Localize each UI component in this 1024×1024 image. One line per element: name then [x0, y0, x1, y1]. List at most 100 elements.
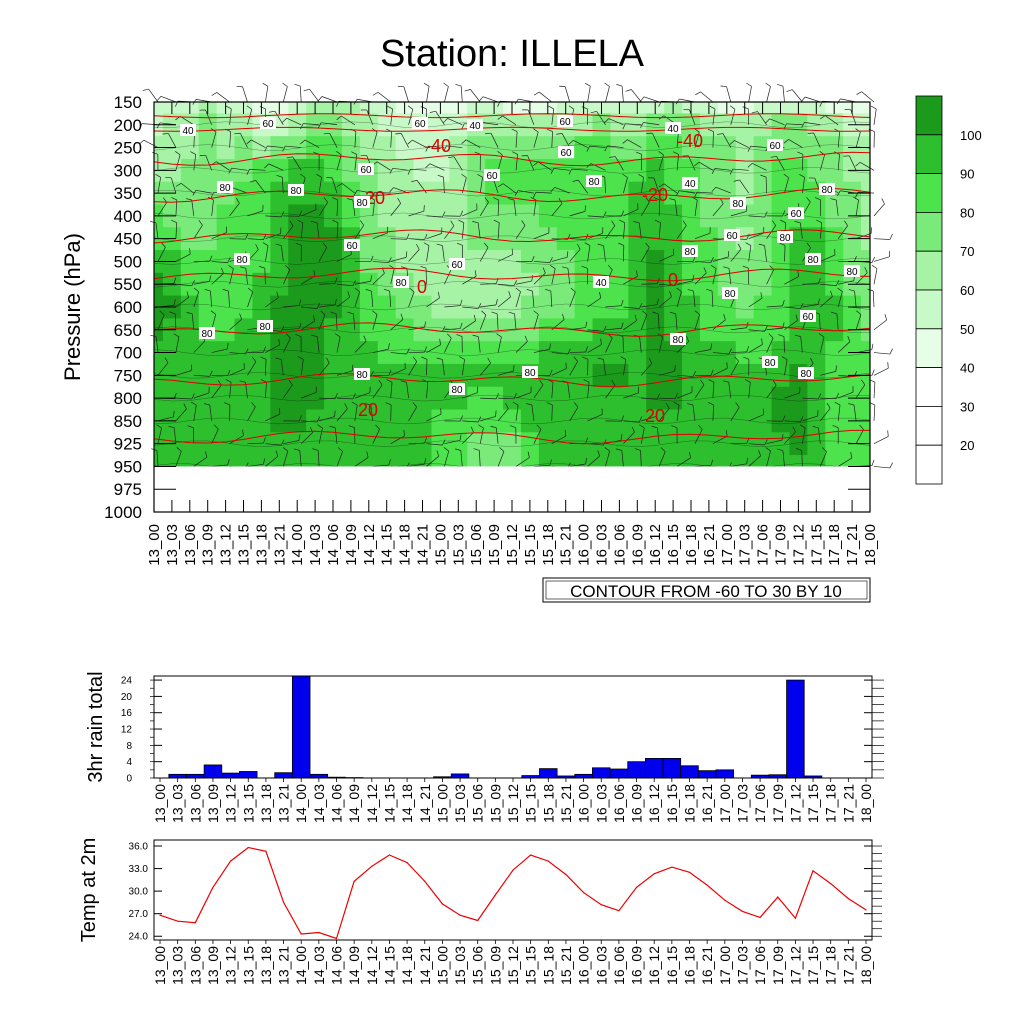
wind-barb: [317, 450, 320, 467]
wind-barb: [157, 247, 166, 262]
wind-barb: [319, 397, 336, 400]
rh-cell: [306, 432, 325, 456]
wind-barb: [515, 457, 530, 467]
rh-cell: [395, 136, 414, 160]
wind-barb-flag: [159, 310, 165, 316]
wind-barb-flag: [800, 303, 804, 309]
rain-xtick-label: 18_00: [858, 784, 874, 823]
wind-barb-flag: [139, 123, 143, 130]
wind-barb: [561, 133, 571, 148]
pressure-tick-label: 400: [114, 207, 142, 226]
wind-barb: [462, 392, 478, 399]
rh-cell: [825, 409, 844, 433]
wind-barb: [408, 291, 415, 308]
wind-barb-flag: [334, 333, 341, 338]
wind-barb: [765, 177, 767, 194]
wind-barb-flag: [760, 292, 763, 299]
wind-barb-flag: [300, 173, 306, 178]
rh-cell: [807, 386, 826, 410]
rain-ytick-label: 20: [121, 692, 133, 703]
wind-barb: [532, 291, 535, 308]
temp-point: [530, 854, 532, 856]
rh-cell: [449, 432, 468, 456]
rh-cell: [592, 181, 611, 205]
wind-barb: [497, 408, 509, 422]
wind-barb: [390, 238, 407, 240]
wind-barb: [461, 359, 465, 376]
wind-barb-flag: [658, 183, 665, 188]
wind-barb-flag: [742, 106, 749, 110]
wind-barb-flag: [211, 92, 217, 96]
wind-barb-flag: [642, 310, 648, 316]
rh-cell: [324, 386, 343, 410]
wind-barb: [838, 391, 854, 399]
rh-cell: [771, 250, 790, 274]
temp-xtick-label: 16_15: [664, 946, 680, 985]
wind-barb: [623, 420, 640, 423]
rh-cell: [520, 113, 540, 137]
temp-point: [212, 886, 214, 888]
wind-barb-flag: [436, 357, 443, 360]
rh-cell: [807, 341, 826, 365]
rh-cell: [180, 341, 200, 365]
wind-barb: [495, 427, 499, 444]
wind-barb: [229, 352, 246, 355]
temp-y-axis: 24.027.030.033.036.0: [129, 842, 882, 943]
rh-cell: [503, 409, 522, 433]
wind-barb-flag: [477, 173, 483, 178]
wind-barb: [283, 384, 293, 399]
wind-barb: [769, 118, 785, 126]
wind-barb: [354, 457, 369, 467]
wind-barb: [319, 304, 336, 308]
rain-xtick-label: 14_15: [381, 784, 397, 823]
wind-barb: [587, 382, 590, 399]
wind-barb-flag: [316, 173, 322, 178]
wind-barb-flag: [521, 220, 526, 226]
rh-cell: [520, 409, 540, 433]
wind-barb: [175, 370, 192, 376]
rh-cell: [503, 341, 522, 365]
wind-barb-flag: [772, 220, 777, 226]
rh-label-bg: [682, 245, 698, 257]
rh-cell: [216, 204, 235, 228]
rh-cell: [717, 204, 737, 228]
rh-contour-label: 80: [524, 368, 536, 379]
rh-cell: [753, 113, 772, 137]
wind-barb-flag: [581, 265, 588, 269]
temp-xtick-label: 17_15: [805, 946, 821, 985]
wind-barb-flag: [525, 403, 532, 406]
wind-barb-flag: [524, 335, 528, 342]
rh-cell: [431, 136, 450, 160]
wind-barb-flag: [585, 437, 589, 444]
wind-barb: [283, 225, 294, 239]
rh-cell: [520, 341, 540, 365]
wind-barb: [283, 440, 300, 445]
wind-barb-flag: [603, 325, 607, 332]
rh-label-bg: [467, 119, 483, 131]
rh-cell: [377, 204, 397, 228]
rain-xtick-label: 14_21: [417, 784, 433, 823]
rh-cell: [503, 158, 522, 183]
wind-barb-flag: [549, 257, 553, 263]
wind-barb-flag: [618, 242, 624, 246]
rh-label-bg: [358, 163, 374, 175]
wind-barb: [299, 450, 302, 467]
time-tick-label: 15_09: [486, 524, 503, 566]
rh-contour-line: [153, 326, 870, 333]
wind-barb: [513, 199, 517, 216]
rh-cell: [574, 250, 593, 274]
wind-barb-flag: [246, 139, 252, 145]
wind-barb-flag: [511, 128, 518, 132]
wind-barb: [605, 225, 616, 239]
pressure-tick-label: 700: [114, 344, 142, 363]
wind-barb: [335, 313, 338, 330]
rh-contour-line: [153, 258, 871, 265]
rh-cell: [735, 204, 755, 228]
rh-cell: [234, 158, 253, 183]
wind-barb-flag: [187, 425, 194, 429]
rh-cell: [431, 295, 450, 319]
rh-contour-label: 60: [790, 209, 802, 220]
rh-cell: [180, 295, 200, 319]
wind-barb: [712, 256, 729, 262]
wind-barb: [442, 245, 445, 262]
